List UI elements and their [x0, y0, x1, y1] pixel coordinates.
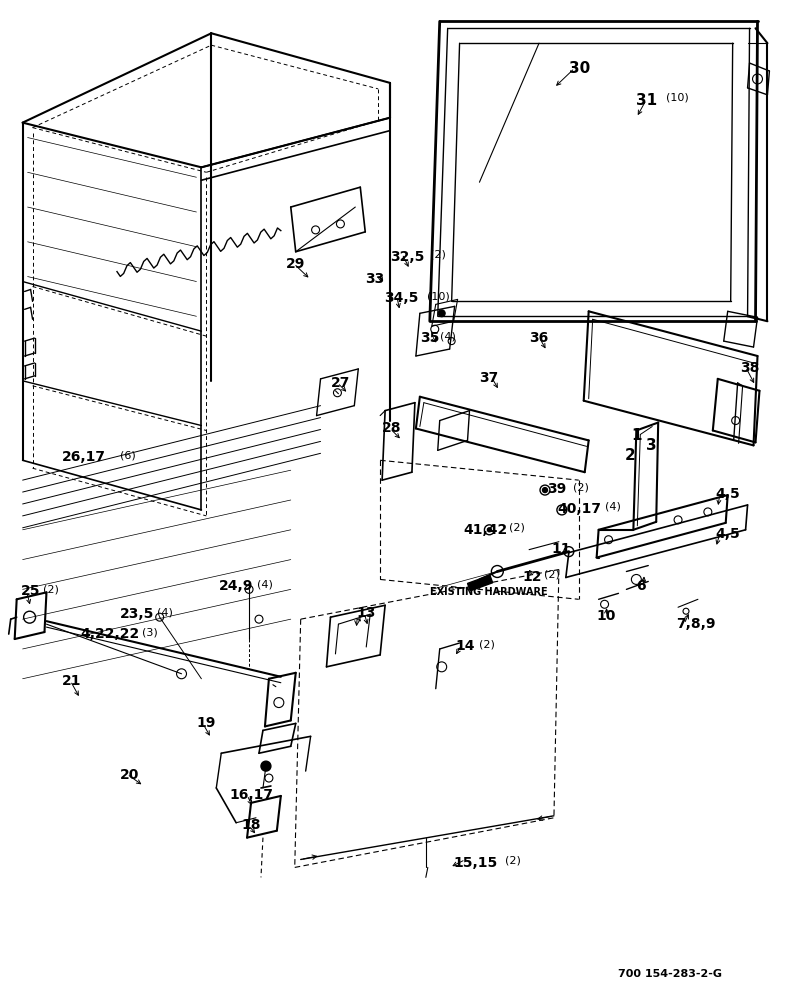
Text: 700 154-283-2-G: 700 154-283-2-G [618, 969, 722, 979]
Text: 40,17: 40,17 [557, 502, 601, 516]
Text: (4): (4) [157, 607, 173, 617]
Text: 25: 25 [21, 584, 40, 598]
Text: 13: 13 [356, 606, 376, 620]
Text: 3: 3 [646, 438, 657, 453]
Text: (2): (2) [506, 856, 521, 866]
Text: 4,5: 4,5 [716, 527, 741, 541]
Text: (6): (6) [120, 450, 136, 460]
Text: (10): (10) [666, 93, 689, 103]
Circle shape [542, 488, 547, 493]
Text: (2): (2) [544, 570, 560, 580]
Text: 15,15: 15,15 [454, 856, 498, 870]
Text: 34,5: 34,5 [384, 291, 418, 305]
Text: 31: 31 [636, 93, 658, 108]
Text: 14: 14 [456, 639, 475, 653]
Text: 38: 38 [740, 361, 759, 375]
Text: 24,9: 24,9 [219, 579, 254, 593]
Text: 19: 19 [197, 716, 216, 730]
Text: (4): (4) [440, 331, 455, 341]
Text: 10: 10 [597, 609, 616, 623]
Text: (2): (2) [479, 639, 495, 649]
Text: 32,5: 32,5 [390, 250, 425, 264]
Text: EXISTING HARDWARE: EXISTING HARDWARE [430, 587, 547, 597]
Text: 12: 12 [522, 570, 542, 584]
Text: 2: 2 [625, 448, 635, 463]
Circle shape [487, 528, 491, 532]
Text: (2): (2) [42, 584, 58, 594]
Text: 7,8,9: 7,8,9 [676, 617, 715, 631]
Text: (4): (4) [605, 502, 621, 512]
Text: 6: 6 [636, 579, 646, 593]
Text: (4): (4) [257, 579, 273, 589]
Text: 35: 35 [420, 331, 439, 345]
Text: 1: 1 [631, 428, 642, 444]
Text: (10): (10) [427, 291, 450, 301]
Text: 41,42: 41,42 [463, 523, 508, 537]
Circle shape [438, 310, 445, 317]
Text: 18: 18 [241, 818, 261, 832]
Text: 23,5: 23,5 [120, 607, 154, 621]
Text: 20: 20 [120, 768, 139, 782]
Circle shape [261, 761, 271, 771]
Text: 28: 28 [382, 421, 402, 435]
Text: (2): (2) [430, 250, 446, 260]
Text: 33: 33 [366, 272, 385, 286]
Text: 4,5: 4,5 [716, 487, 741, 501]
Text: (2): (2) [573, 482, 589, 492]
Text: 11: 11 [551, 542, 570, 556]
Text: (3): (3) [142, 627, 158, 637]
Text: 16,17: 16,17 [229, 788, 273, 802]
Text: 37: 37 [479, 371, 498, 385]
Text: 26,17: 26,17 [62, 450, 106, 464]
Text: (2): (2) [510, 523, 525, 533]
Text: 21: 21 [62, 674, 82, 688]
Text: 27: 27 [330, 376, 350, 390]
Text: 39: 39 [547, 482, 566, 496]
Text: 29: 29 [286, 257, 305, 271]
Text: 4,22,22: 4,22,22 [80, 627, 139, 641]
Text: 30: 30 [569, 61, 590, 76]
Bar [467, 575, 493, 591]
Text: 36: 36 [529, 331, 548, 345]
